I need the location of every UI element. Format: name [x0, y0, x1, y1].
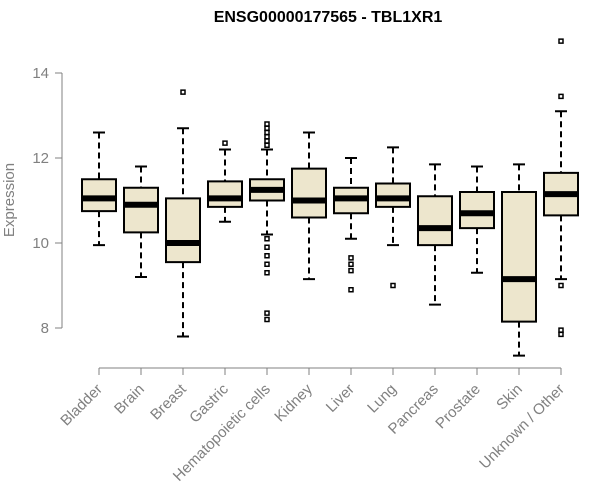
x-tick-label: Bladder: [57, 381, 106, 430]
box-group: [333, 157, 369, 293]
outlier-point: [558, 282, 564, 289]
iqr-box: [375, 182, 411, 208]
outlier-point: [558, 93, 564, 100]
box-group: [543, 38, 579, 338]
outlier-point: [264, 134, 270, 140]
outlier-point: [264, 253, 270, 259]
iqr-box: [123, 186, 159, 234]
outlier-point: [558, 331, 564, 338]
outlier-point: [558, 38, 564, 44]
y-tick-label: 14: [32, 65, 49, 82]
outlier-point: [222, 140, 228, 146]
y-axis-label: Expression: [1, 163, 18, 237]
outlier-point: [348, 255, 354, 261]
iqr-box: [207, 180, 243, 208]
outlier-point: [348, 267, 354, 274]
box-group: [207, 140, 243, 223]
iqr-box: [291, 167, 327, 219]
outlier-point: [264, 261, 270, 267]
outlier-point: [264, 142, 270, 148]
chart-title: ENSG00000177565 - TBL1XR1: [214, 9, 443, 26]
x-tick-label: Breast: [147, 380, 190, 423]
box-group: [459, 165, 495, 274]
iqr-box: [165, 197, 201, 264]
outlier-point: [264, 310, 270, 316]
outlier-point: [264, 138, 270, 144]
x-tick-label: Brain: [111, 381, 148, 418]
outlier-point: [180, 89, 186, 95]
y-tick-label: 8: [41, 320, 49, 337]
box-group: [249, 121, 285, 323]
box-group: [375, 146, 411, 289]
iqr-box: [417, 195, 453, 247]
box-group: [501, 163, 537, 357]
x-tick-label: Kidney: [271, 380, 316, 425]
iqr-box: [501, 191, 537, 323]
outlier-point: [348, 261, 354, 267]
outlier-point: [264, 121, 270, 127]
outlier-point: [264, 316, 270, 323]
outlier-point: [264, 129, 270, 136]
x-tick-label: Prostate: [432, 381, 484, 433]
x-tick-label: Skin: [493, 381, 526, 414]
box-group: [81, 131, 117, 247]
iqr-box: [81, 178, 117, 213]
x-tick-label: Lung: [364, 381, 400, 417]
outlier-point: [264, 244, 270, 250]
outlier-point: [264, 236, 270, 242]
outlier-point: [558, 327, 564, 333]
outlier-point: [348, 287, 354, 293]
y-tick-label: 12: [32, 150, 49, 167]
x-tick-label: Liver: [323, 381, 358, 416]
outlier-point: [390, 282, 396, 289]
box-group: [123, 165, 159, 278]
outlier-point: [264, 125, 270, 131]
y-tick-label: 10: [32, 235, 49, 252]
outlier-point: [264, 270, 270, 276]
box-group: [291, 131, 327, 281]
iqr-box: [459, 191, 495, 230]
boxes: [81, 38, 579, 357]
box-group: [417, 163, 453, 306]
box-group: [165, 89, 201, 338]
